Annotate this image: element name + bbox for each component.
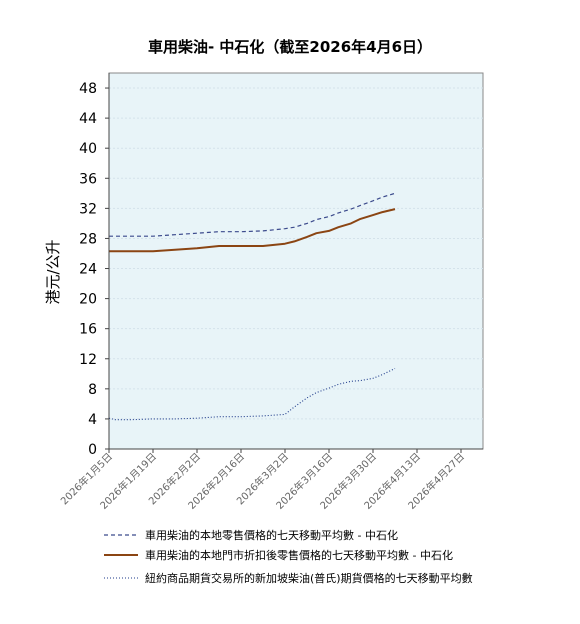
y-tick-label: 44 (79, 111, 97, 127)
y-tick-label: 36 (79, 171, 97, 187)
y-tick-label: 0 (88, 442, 97, 458)
y-tick-label: 20 (79, 292, 97, 308)
y-tick-label: 4 (88, 412, 97, 428)
y-tick-label: 40 (79, 141, 97, 157)
y-tick-label: 28 (79, 231, 97, 247)
x-axis-ticks: 2026年1月5日2026年1月19日2026年2月2日2026年2月16日20… (58, 449, 467, 512)
legend-label: 紐約商品期貨交易所的新加坡柴油(普氏)期貨價格的七天移動平均數 (145, 571, 473, 585)
series-line-2 (109, 208, 396, 253)
y-axis-label: 港元/公升 (44, 239, 62, 304)
chart-title: 車用柴油- 中石化（截至2026年4月6日） (148, 38, 432, 56)
legend-label: 車用柴油的本地門市折扣後零售價格的七天移動平均數 - 中石化 (145, 548, 453, 562)
y-tick-label: 48 (79, 81, 97, 97)
series-lines (108, 192, 396, 421)
y-tick-label: 8 (88, 382, 97, 398)
legend: 車用柴油的本地零售價格的七天移動平均數 - 中石化車用柴油的本地門市折扣後零售價… (104, 528, 473, 585)
y-tick-label: 16 (79, 322, 97, 338)
y-tick-label: 24 (79, 262, 97, 278)
series-line-1 (109, 192, 396, 237)
legend-label: 車用柴油的本地零售價格的七天移動平均數 - 中石化 (145, 528, 398, 542)
y-tick-label: 32 (79, 201, 97, 217)
series-line-3 (108, 368, 396, 421)
plot-area (108, 72, 484, 450)
y-tick-label: 12 (79, 352, 97, 368)
